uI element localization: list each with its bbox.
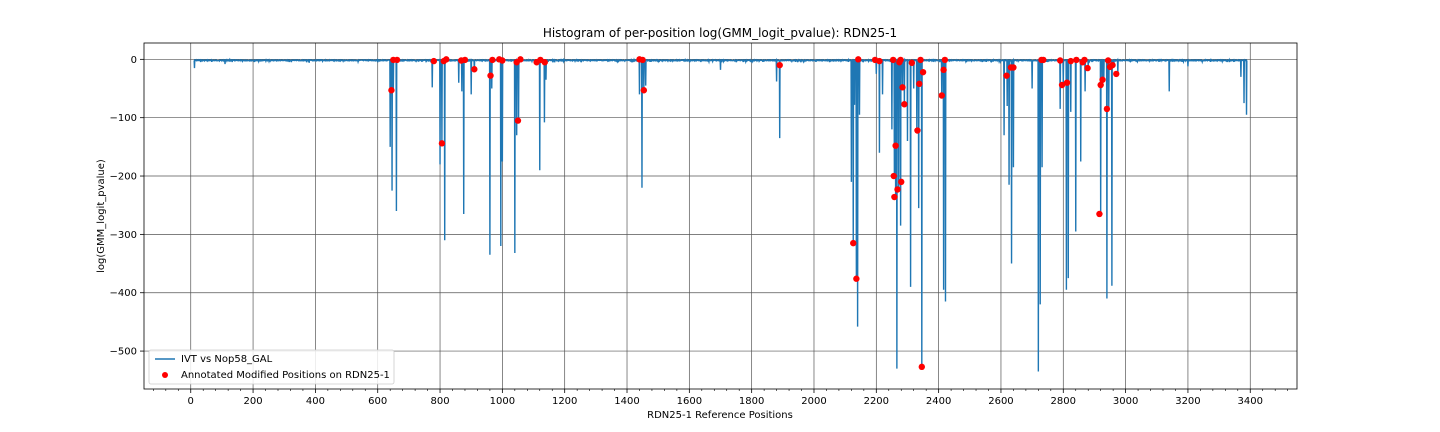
modified-position-marker: [1084, 64, 1091, 72]
legend-label-series-2: Annotated Modified Positions on RDN25-1: [181, 370, 390, 381]
x-tick-label: 2800: [1051, 396, 1076, 407]
modified-position-marker: [894, 186, 901, 193]
x-tick-label: 1400: [614, 396, 639, 407]
legend-marker-swatch: [162, 372, 168, 378]
y-tick-label: 0: [131, 55, 137, 66]
modified-position-marker: [393, 56, 401, 64]
modified-position-marker: [489, 56, 496, 64]
modified-position-marker: [640, 87, 648, 94]
modified-position-marker: [941, 56, 949, 64]
modified-position-marker: [388, 87, 395, 94]
modified-position-marker: [1040, 56, 1047, 64]
modified-position-marker: [1104, 57, 1112, 64]
modified-position-marker: [855, 56, 862, 63]
modified-position-marker: [916, 80, 923, 88]
series-line-ivt-vs-nop58: [193, 57, 1248, 372]
y-tick-label: −400: [110, 288, 137, 299]
modified-position-marker: [1097, 81, 1104, 89]
grid-lines: [144, 43, 1297, 389]
x-tick-label: 3000: [1113, 396, 1138, 407]
modified-position-marker: [1058, 81, 1066, 89]
modified-position-marker: [1103, 105, 1111, 113]
modified-position-marker: [1081, 56, 1088, 64]
x-tick-label: 2400: [926, 396, 951, 407]
modified-position-marker: [487, 72, 494, 79]
modified-position-marker: [438, 140, 446, 147]
modified-position-marker: [461, 56, 469, 64]
plot-series: [193, 57, 1248, 372]
chart-title: Histogram of per-position log(GMM_logit_…: [543, 26, 897, 40]
modified-position-marker: [1073, 56, 1080, 64]
modified-position-marker: [1056, 57, 1064, 64]
modified-position-marker: [1096, 210, 1103, 218]
modified-position-marker: [1010, 64, 1017, 71]
modified-position-marker: [897, 56, 904, 64]
modified-position-marker: [499, 57, 506, 64]
modified-position-marker: [917, 56, 924, 64]
modified-position-marker: [853, 275, 860, 282]
modified-position-marker: [940, 66, 947, 74]
x-tick-label: 1200: [552, 396, 577, 407]
modified-position-marker: [938, 92, 945, 99]
x-tick-label: 2200: [864, 396, 889, 407]
x-tick-label: 1600: [677, 396, 702, 407]
x-tick-label: 1000: [490, 396, 515, 407]
y-axis-title: log(GMM_logit_pvalue): [96, 159, 107, 273]
modified-position-marker: [1099, 76, 1106, 83]
x-tick-label: 0: [188, 396, 194, 407]
modified-position-marker: [1113, 70, 1120, 78]
legend-label-series-1: IVT vs Nop58_GAL: [181, 354, 273, 365]
modified-position-marker: [914, 127, 921, 134]
plot-frame: [143, 42, 1298, 390]
modified-position-marker: [443, 56, 450, 63]
y-tick-label: −200: [110, 172, 137, 183]
modified-position-marker: [471, 66, 478, 73]
x-axis-title: RDN25-1 Reference Positions: [647, 410, 793, 421]
modified-position-marker: [876, 57, 883, 65]
modified-position-marker: [1063, 79, 1071, 86]
modified-position-marker: [514, 117, 522, 124]
x-tick-label: 600: [368, 396, 387, 407]
modified-position-marker: [1003, 72, 1010, 79]
modified-position-marker: [517, 56, 524, 63]
modified-position-marker: [889, 56, 897, 64]
modified-position-marker: [1109, 61, 1116, 69]
x-tick-label: 2000: [801, 396, 826, 407]
modified-position-marker: [919, 68, 927, 76]
x-tick-label: 800: [430, 396, 449, 407]
modified-position-marker: [901, 101, 908, 108]
y-tick-label: −100: [110, 113, 137, 124]
modified-position-marker: [850, 239, 857, 247]
modified-position-marker: [639, 56, 646, 64]
modified-position-marker: [898, 178, 905, 186]
modified-position-markers: [388, 56, 1120, 371]
axes: 0 200 400 600 800 1000 1200 1400 1600 1800 2000 220…: [110, 55, 1288, 407]
x-tick-label: 3200: [1175, 396, 1200, 407]
x-tick-label: 400: [306, 396, 325, 407]
x-tick-label: 200: [244, 396, 263, 407]
x-tick-label: 3400: [1238, 396, 1263, 407]
modified-position-marker: [891, 193, 898, 201]
modified-position-marker: [776, 61, 783, 69]
legend-box: [148, 349, 395, 385]
modified-position-marker: [908, 59, 916, 67]
modified-position-marker: [541, 59, 548, 66]
x-tick-label: 2600: [988, 396, 1013, 407]
modified-position-marker: [1067, 57, 1074, 65]
x-tick-label: 1800: [739, 396, 764, 407]
legend: IVT vs Nop58_GAL Annotated Modified Posi…: [148, 349, 395, 385]
y-tick-label: −300: [110, 230, 137, 241]
modified-position-marker: [430, 57, 438, 65]
y-tick-label: −500: [110, 347, 137, 358]
modified-position-marker: [899, 84, 906, 91]
modified-position-marker: [890, 172, 897, 180]
modified-position-marker: [918, 363, 926, 371]
modified-position-marker: [892, 142, 899, 149]
